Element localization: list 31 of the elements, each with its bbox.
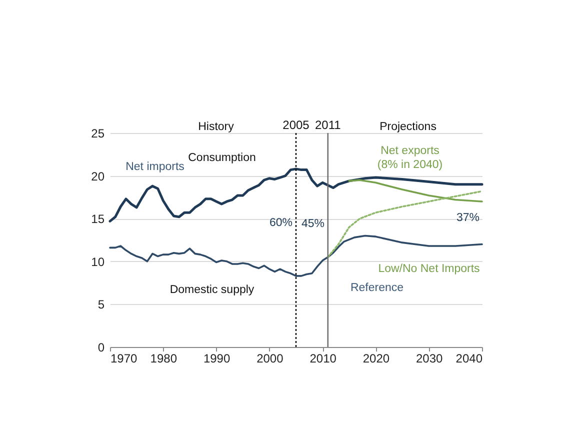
y-tick-label: 0 — [98, 340, 105, 354]
y-tick-label: 25 — [91, 126, 105, 140]
x-tick-label: 2040 — [456, 352, 483, 366]
annotation: Net exports — [380, 145, 440, 157]
y-tick-label: 5 — [98, 298, 105, 312]
annotation: 45% — [301, 218, 325, 230]
text: Projections — [380, 121, 437, 133]
x-tick-label: 2030 — [416, 352, 444, 366]
x-tick-label: 2000 — [256, 352, 284, 366]
x-tick-label: 2020 — [362, 352, 390, 366]
annotation: 60% — [269, 217, 293, 229]
annotation: Reference — [350, 282, 404, 294]
x-tick-label: 1970 — [110, 352, 138, 366]
line-series — [348, 179, 483, 202]
ref-line-label: 2005 — [282, 118, 310, 132]
annotation: 37% — [456, 212, 480, 224]
annotation: Low/No Net Imports — [378, 263, 480, 275]
y-tick-label: 20 — [91, 169, 105, 184]
annotation: Consumption — [188, 152, 256, 164]
text: History — [198, 121, 234, 133]
annotation: Net imports — [126, 161, 185, 173]
y-tick-label: 10 — [91, 254, 105, 269]
annotation: (8% in 2040) — [377, 159, 443, 171]
line-series — [109, 234, 483, 277]
x-tick-label: 1990 — [203, 352, 230, 366]
x-tick-label: 1980 — [150, 352, 178, 366]
annotation: Domestic supply — [170, 284, 254, 296]
x-tick-label: 2010 — [310, 352, 337, 366]
ref-line-label: 2011 — [314, 118, 342, 132]
y-tick-label: 15 — [91, 212, 105, 226]
line-series — [326, 190, 483, 258]
